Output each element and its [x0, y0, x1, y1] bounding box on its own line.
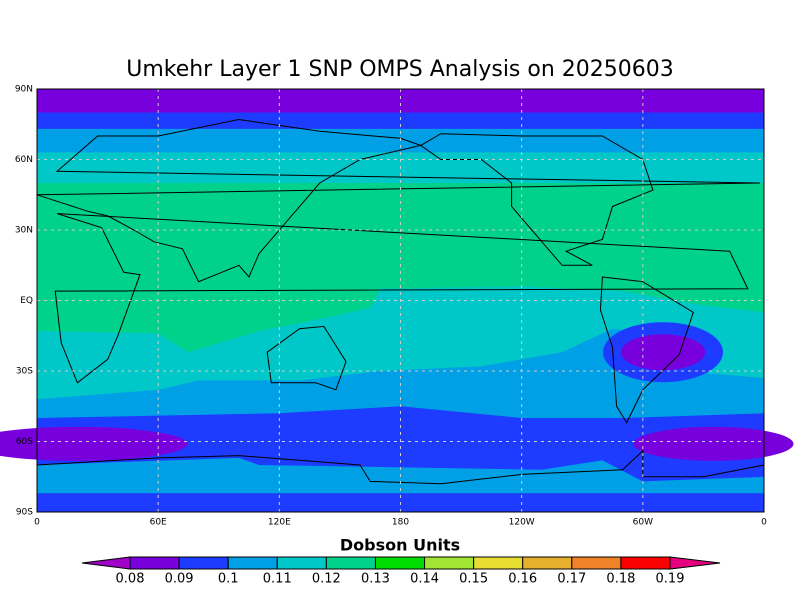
lat-label: 60N — [15, 155, 33, 165]
colorbar-label: 0.1 — [218, 572, 239, 587]
contour-region — [283, 430, 300, 439]
lon-label: 0 — [34, 518, 40, 528]
colorbar-box — [571, 556, 622, 570]
colorbar-box — [227, 556, 278, 570]
colorbar-label: 0.16 — [508, 572, 537, 587]
lon-label: 60W — [633, 518, 653, 528]
colorbar-box — [129, 556, 180, 570]
lon-label: 60E — [150, 518, 167, 528]
colorbar-label: 0.09 — [165, 572, 194, 587]
contour-region — [0, 426, 188, 461]
colorbar-box — [178, 556, 229, 570]
colorbar-label: 0.19 — [656, 572, 685, 587]
coastline — [54, 213, 749, 384]
coastline — [599, 276, 694, 424]
map-title: Umkehr Layer 1 SNP OMPS Analysis on 2025… — [126, 57, 674, 82]
lat-label: 30S — [16, 367, 33, 377]
colorbar-box — [473, 556, 524, 570]
lat-label: 90N — [15, 85, 33, 95]
colorbar-end — [81, 556, 131, 570]
colorbar-label: 0.13 — [361, 572, 390, 587]
contour-region — [621, 334, 706, 371]
lon-label: 120E — [268, 518, 291, 528]
lon-label: 0 — [761, 518, 767, 528]
colorbar-box — [522, 556, 573, 570]
lat-label: 90S — [16, 508, 33, 518]
coastline — [36, 449, 765, 485]
colorbar-label: 0.17 — [557, 572, 586, 587]
colorbar-box — [325, 556, 376, 570]
contour-region — [37, 112, 764, 129]
colorbar-label: 0.11 — [263, 572, 292, 587]
colorbar-label: 0.12 — [312, 572, 341, 587]
colorbar-box — [374, 556, 426, 570]
colorbar-label: 0.08 — [116, 572, 145, 587]
contour-region — [633, 426, 794, 461]
colorbar-box — [424, 556, 475, 570]
coastline — [266, 325, 347, 391]
colorbar-label: 0.18 — [606, 572, 635, 587]
lat-label: 30N — [15, 226, 33, 236]
lon-label: 180 — [392, 518, 409, 528]
colorbar-end — [669, 556, 721, 570]
lat-label: 60S — [16, 437, 33, 447]
colorbar-label: 0.14 — [410, 572, 439, 587]
colorbar-box — [276, 556, 327, 570]
lon-label: 120W — [509, 518, 535, 528]
colorbar-title: Dobson Units — [340, 536, 460, 555]
coastline — [419, 133, 654, 266]
contour-region — [37, 89, 764, 113]
colorbar-box — [620, 556, 671, 570]
lat-label: EQ — [20, 296, 33, 306]
map-frame — [36, 88, 765, 513]
colorbar-label: 0.15 — [459, 572, 488, 587]
